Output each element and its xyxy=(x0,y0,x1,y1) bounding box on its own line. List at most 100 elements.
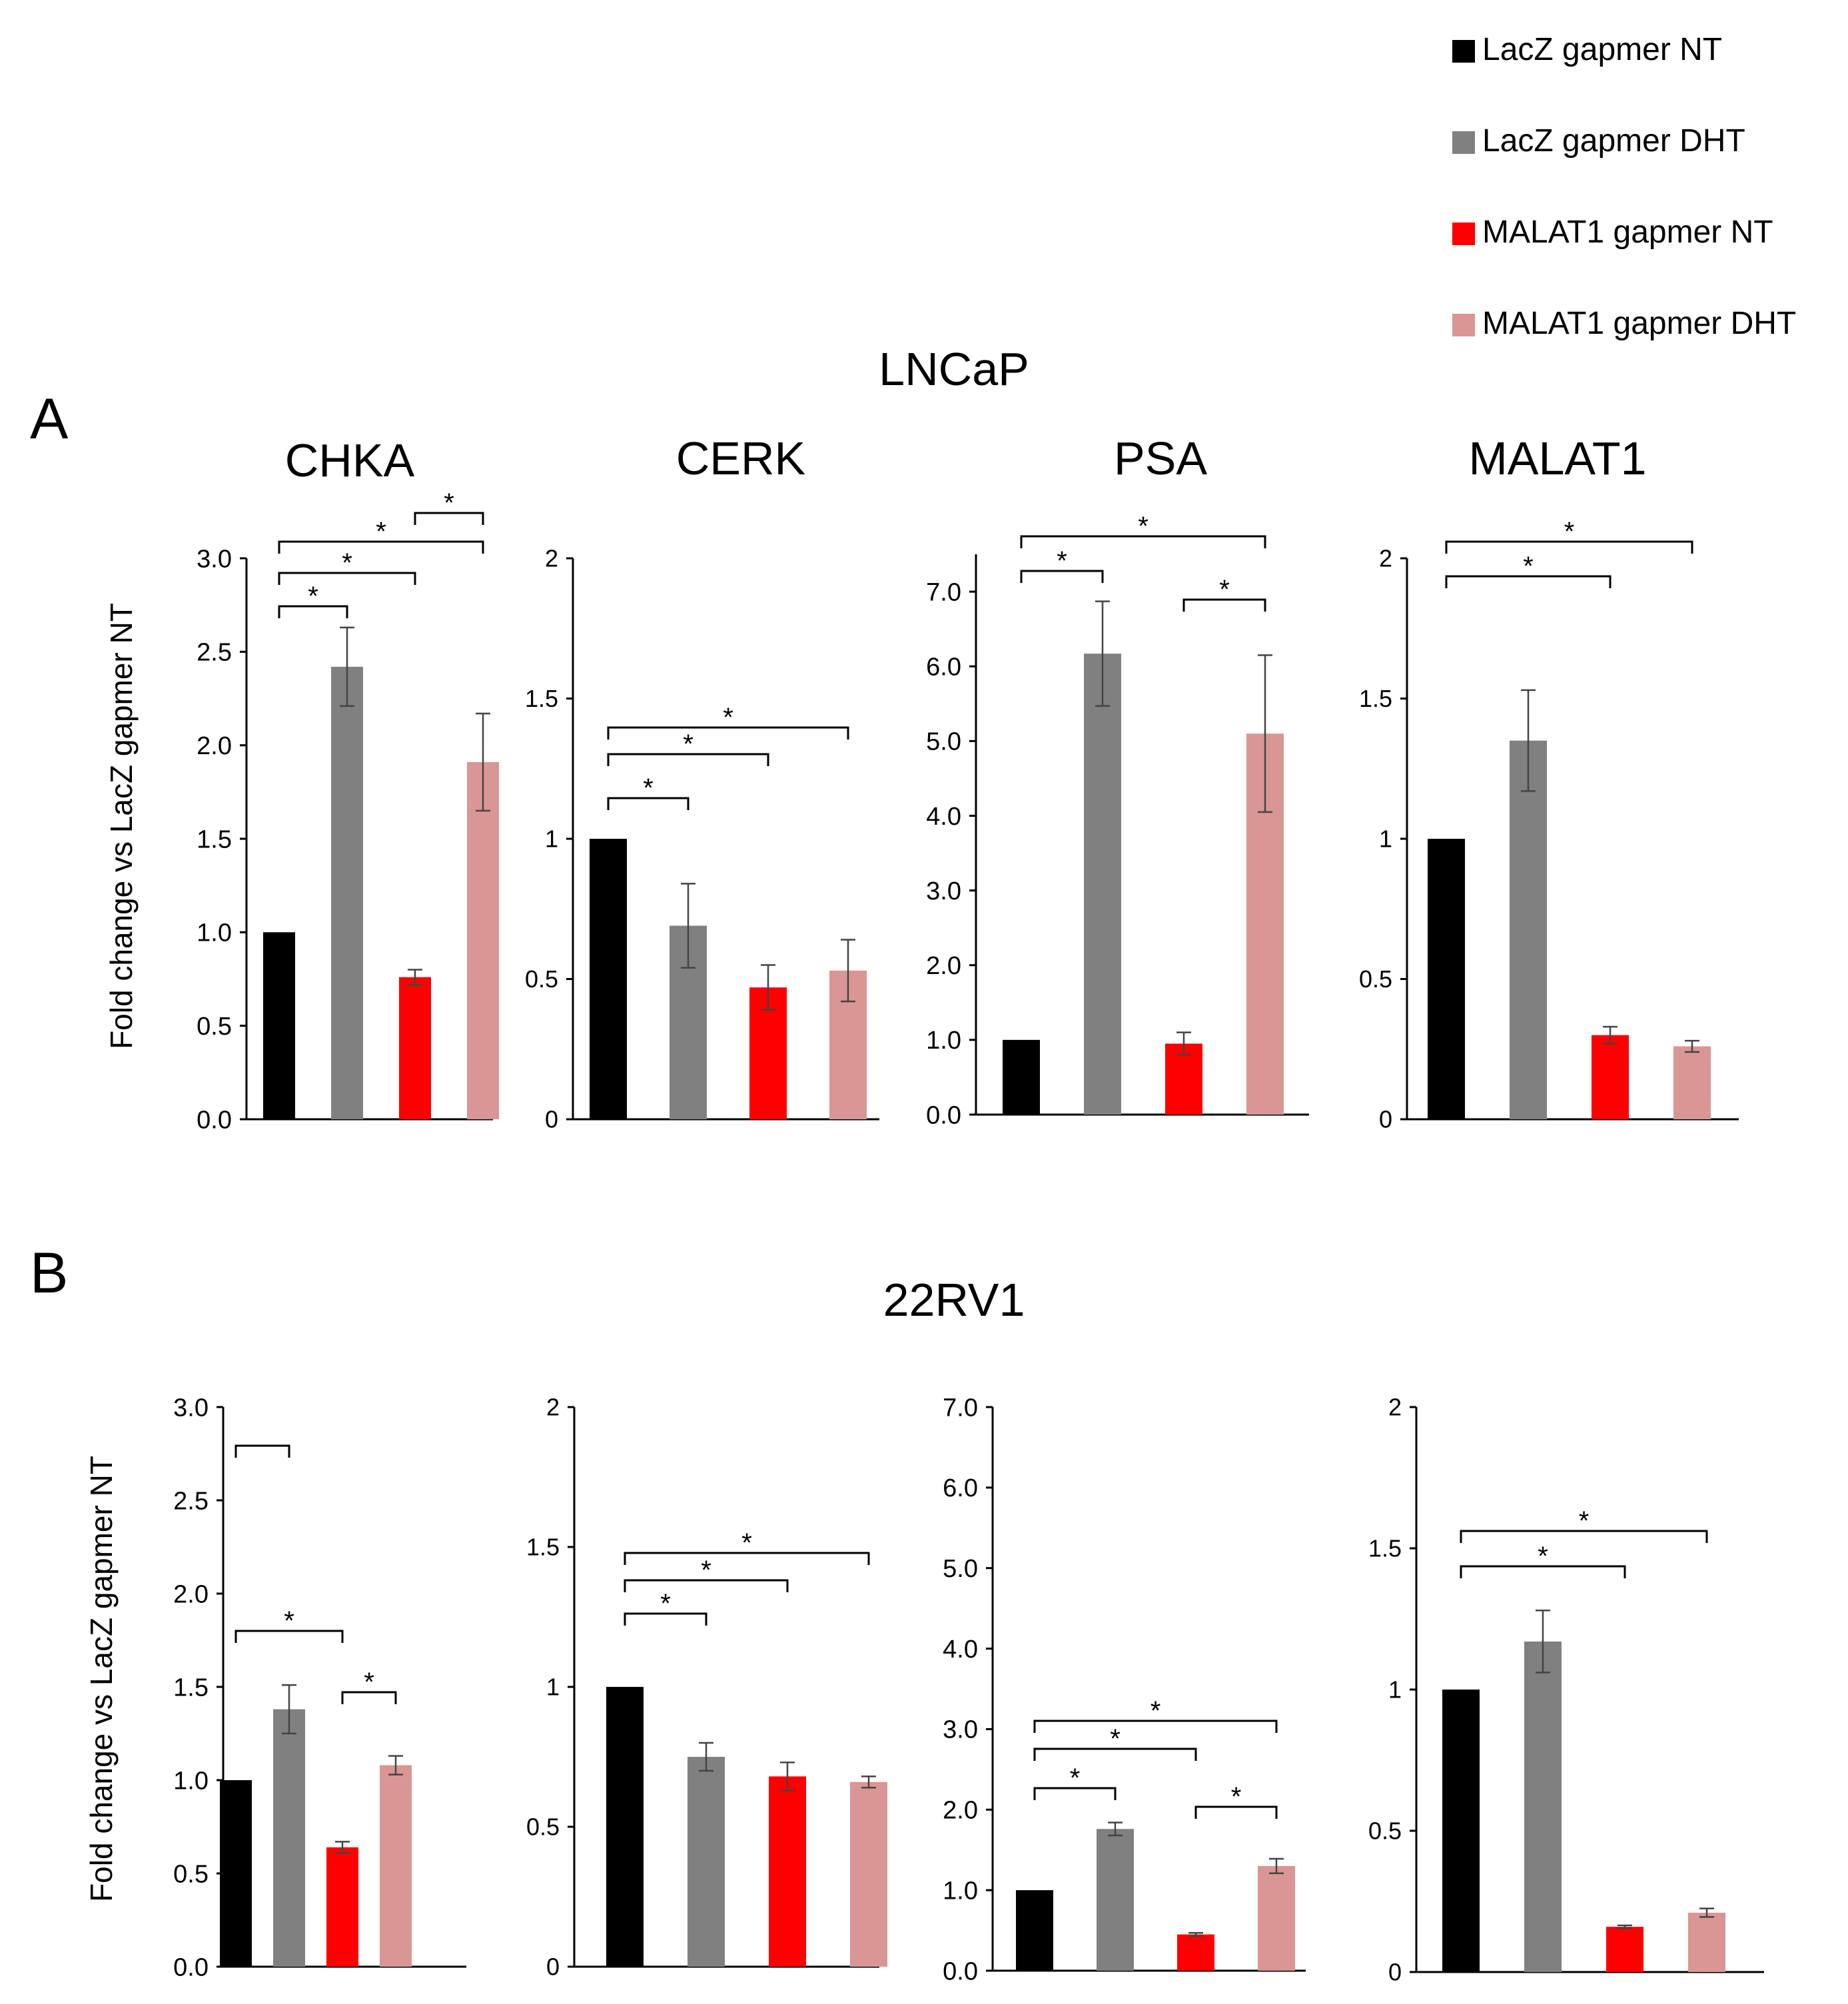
significance-star: * xyxy=(308,582,318,611)
y-tick-label: 1 xyxy=(546,1674,560,1701)
significance-star: * xyxy=(723,703,733,732)
significance-bracket xyxy=(278,572,416,585)
legend-swatch-lacz-dht xyxy=(1452,131,1475,154)
y-tick-label: 0.5 xyxy=(525,965,558,993)
y-tick-label: 2 xyxy=(546,1394,560,1421)
significance-star: * xyxy=(643,773,654,803)
significance-bracket xyxy=(1445,575,1612,588)
significance-bracket xyxy=(624,1552,870,1565)
y-axis-title-panel-a: Fold change vs LacZ gapmer NT xyxy=(104,603,139,1049)
y-axis-title-panel-b: Fold change vs LacZ gapmer NT xyxy=(84,1456,119,1902)
y-tick-label: 3.0 xyxy=(926,877,961,905)
chart-chka-22rv1: 0.0 0.5 1.0 1.5 2.0 2.5 3.0 * * xyxy=(173,1394,466,1981)
y-tick-label: 1 xyxy=(1379,825,1392,853)
significance-bracket xyxy=(1020,570,1104,583)
significance-star: * xyxy=(284,1606,294,1636)
y-tick-label: 2.0 xyxy=(943,1797,978,1825)
panel-b-cell-line: 22RV1 xyxy=(883,1274,1025,1326)
significance-bracket xyxy=(1033,1787,1117,1800)
y-tick-label: 0.5 xyxy=(526,1813,560,1841)
significance-bracket xyxy=(1445,540,1693,554)
significance-bracket xyxy=(1460,1565,1626,1578)
legend-label-lacz-nt: LacZ gapmer NT xyxy=(1482,32,1722,67)
y-tick-label: 2.0 xyxy=(926,952,961,980)
y-tick-label: 0 xyxy=(1388,1959,1402,1986)
significance-bracket xyxy=(1020,535,1266,548)
significance-star: * xyxy=(1138,512,1149,541)
significance-star: * xyxy=(1538,1542,1548,1571)
y-tick-label: 1.0 xyxy=(197,919,232,947)
bar-malat1-nt xyxy=(1177,1934,1214,1971)
y-tick-label: 2.0 xyxy=(197,732,232,760)
chart-title-malat1: MALAT1 xyxy=(1468,432,1646,484)
legend: LacZ gapmer NT LacZ gapmer DHT MALAT1 ga… xyxy=(1452,32,1796,341)
y-tick-label: 1 xyxy=(1388,1676,1402,1704)
significance-bracket xyxy=(624,1579,789,1592)
bar-lacz-dht xyxy=(1510,740,1547,1119)
y-tick-label: 7.0 xyxy=(943,1394,978,1422)
bar-malat1-nt xyxy=(326,1847,358,1967)
bar-lacz-nt xyxy=(1016,1890,1053,1971)
y-tick-label: 1.5 xyxy=(1368,1535,1402,1562)
significance-star: * xyxy=(1110,1724,1121,1754)
chart-psa-lncap: 0.0 1.0 2.0 3.0 4.0 5.0 6.0 7.0 * * * xyxy=(926,512,1309,1129)
significance-bracket xyxy=(278,605,348,618)
significance-star: * xyxy=(342,548,352,578)
chart-title-psa: PSA xyxy=(1114,432,1207,484)
panel-b-letter: B xyxy=(30,1241,68,1305)
bar-malat1-dht xyxy=(1688,1912,1725,1972)
significance-bracket xyxy=(624,1612,707,1626)
bar-lacz-nt xyxy=(220,1780,252,1967)
bar-malat1-dht xyxy=(850,1781,887,1967)
y-tick-label: 3.0 xyxy=(173,1394,209,1422)
bar-lacz-nt xyxy=(1428,839,1465,1119)
y-tick-label: 2.0 xyxy=(173,1580,209,1608)
legend-label-lacz-dht: LacZ gapmer DHT xyxy=(1482,123,1745,159)
y-tick-label: 0.0 xyxy=(173,1953,209,1981)
legend-swatch-malat1-dht xyxy=(1452,314,1475,336)
significance-star: * xyxy=(444,488,454,518)
legend-label-malat1-dht: MALAT1 gapmer DHT xyxy=(1482,306,1796,341)
significance-bracket xyxy=(1460,1530,1708,1543)
significance-bracket xyxy=(1033,1748,1197,1761)
significance-bracket xyxy=(234,1630,344,1643)
significance-bracket xyxy=(1182,598,1266,612)
bar-malat1-dht xyxy=(467,761,499,1119)
chart-psa-22rv1: 0.0 1.0 2.0 3.0 4.0 5.0 6.0 7.0 * * * * xyxy=(943,1394,1306,1985)
y-tick-label: 0 xyxy=(546,1953,560,1981)
significance-bracket xyxy=(278,540,484,554)
y-tick-label: 5.0 xyxy=(943,1555,978,1583)
y-tick-label: 0.0 xyxy=(197,1106,232,1134)
y-tick-label: 2 xyxy=(1388,1394,1402,1421)
legend-swatch-malat1-nt xyxy=(1452,223,1475,245)
significance-star: * xyxy=(660,1589,671,1618)
chart-cerk-lncap: 0 0.5 1 1.5 2 * * * xyxy=(525,545,879,1133)
y-tick-label: 4.0 xyxy=(943,1636,978,1664)
significance-bracket xyxy=(234,1444,290,1458)
significance-star: * xyxy=(741,1528,752,1558)
significance-bracket xyxy=(341,1691,397,1704)
y-tick-label: 3.0 xyxy=(197,545,232,573)
bar-lacz-dht xyxy=(688,1757,725,1967)
y-tick-label: 0 xyxy=(545,1106,558,1133)
legend-label-malat1-nt: MALAT1 gapmer NT xyxy=(1482,215,1773,250)
significance-star: * xyxy=(364,1668,374,1697)
bar-malat1-dht xyxy=(1258,1865,1295,1971)
y-tick-label: 0.5 xyxy=(197,1013,232,1041)
y-tick-label: 0.0 xyxy=(926,1101,961,1129)
chart-malat1-22rv1: 0 0.5 1 1.5 2 * * xyxy=(1368,1394,1764,1986)
bar-malat1-nt xyxy=(1606,1927,1643,1972)
y-tick-label: 6.0 xyxy=(943,1474,978,1502)
bar-lacz-nt xyxy=(590,839,627,1119)
bar-lacz-nt xyxy=(263,932,295,1119)
y-tick-label: 1.5 xyxy=(526,1534,560,1561)
y-tick-label: 5.0 xyxy=(926,728,961,756)
significance-star: * xyxy=(1219,575,1230,604)
significance-star: * xyxy=(1057,546,1067,576)
bar-lacz-dht xyxy=(331,666,363,1119)
bar-lacz-dht xyxy=(1084,654,1121,1115)
y-tick-label: 2.5 xyxy=(173,1487,209,1515)
significance-star: * xyxy=(376,517,386,546)
chart-title-cerk: CERK xyxy=(676,432,805,484)
significance-star: * xyxy=(683,730,693,759)
